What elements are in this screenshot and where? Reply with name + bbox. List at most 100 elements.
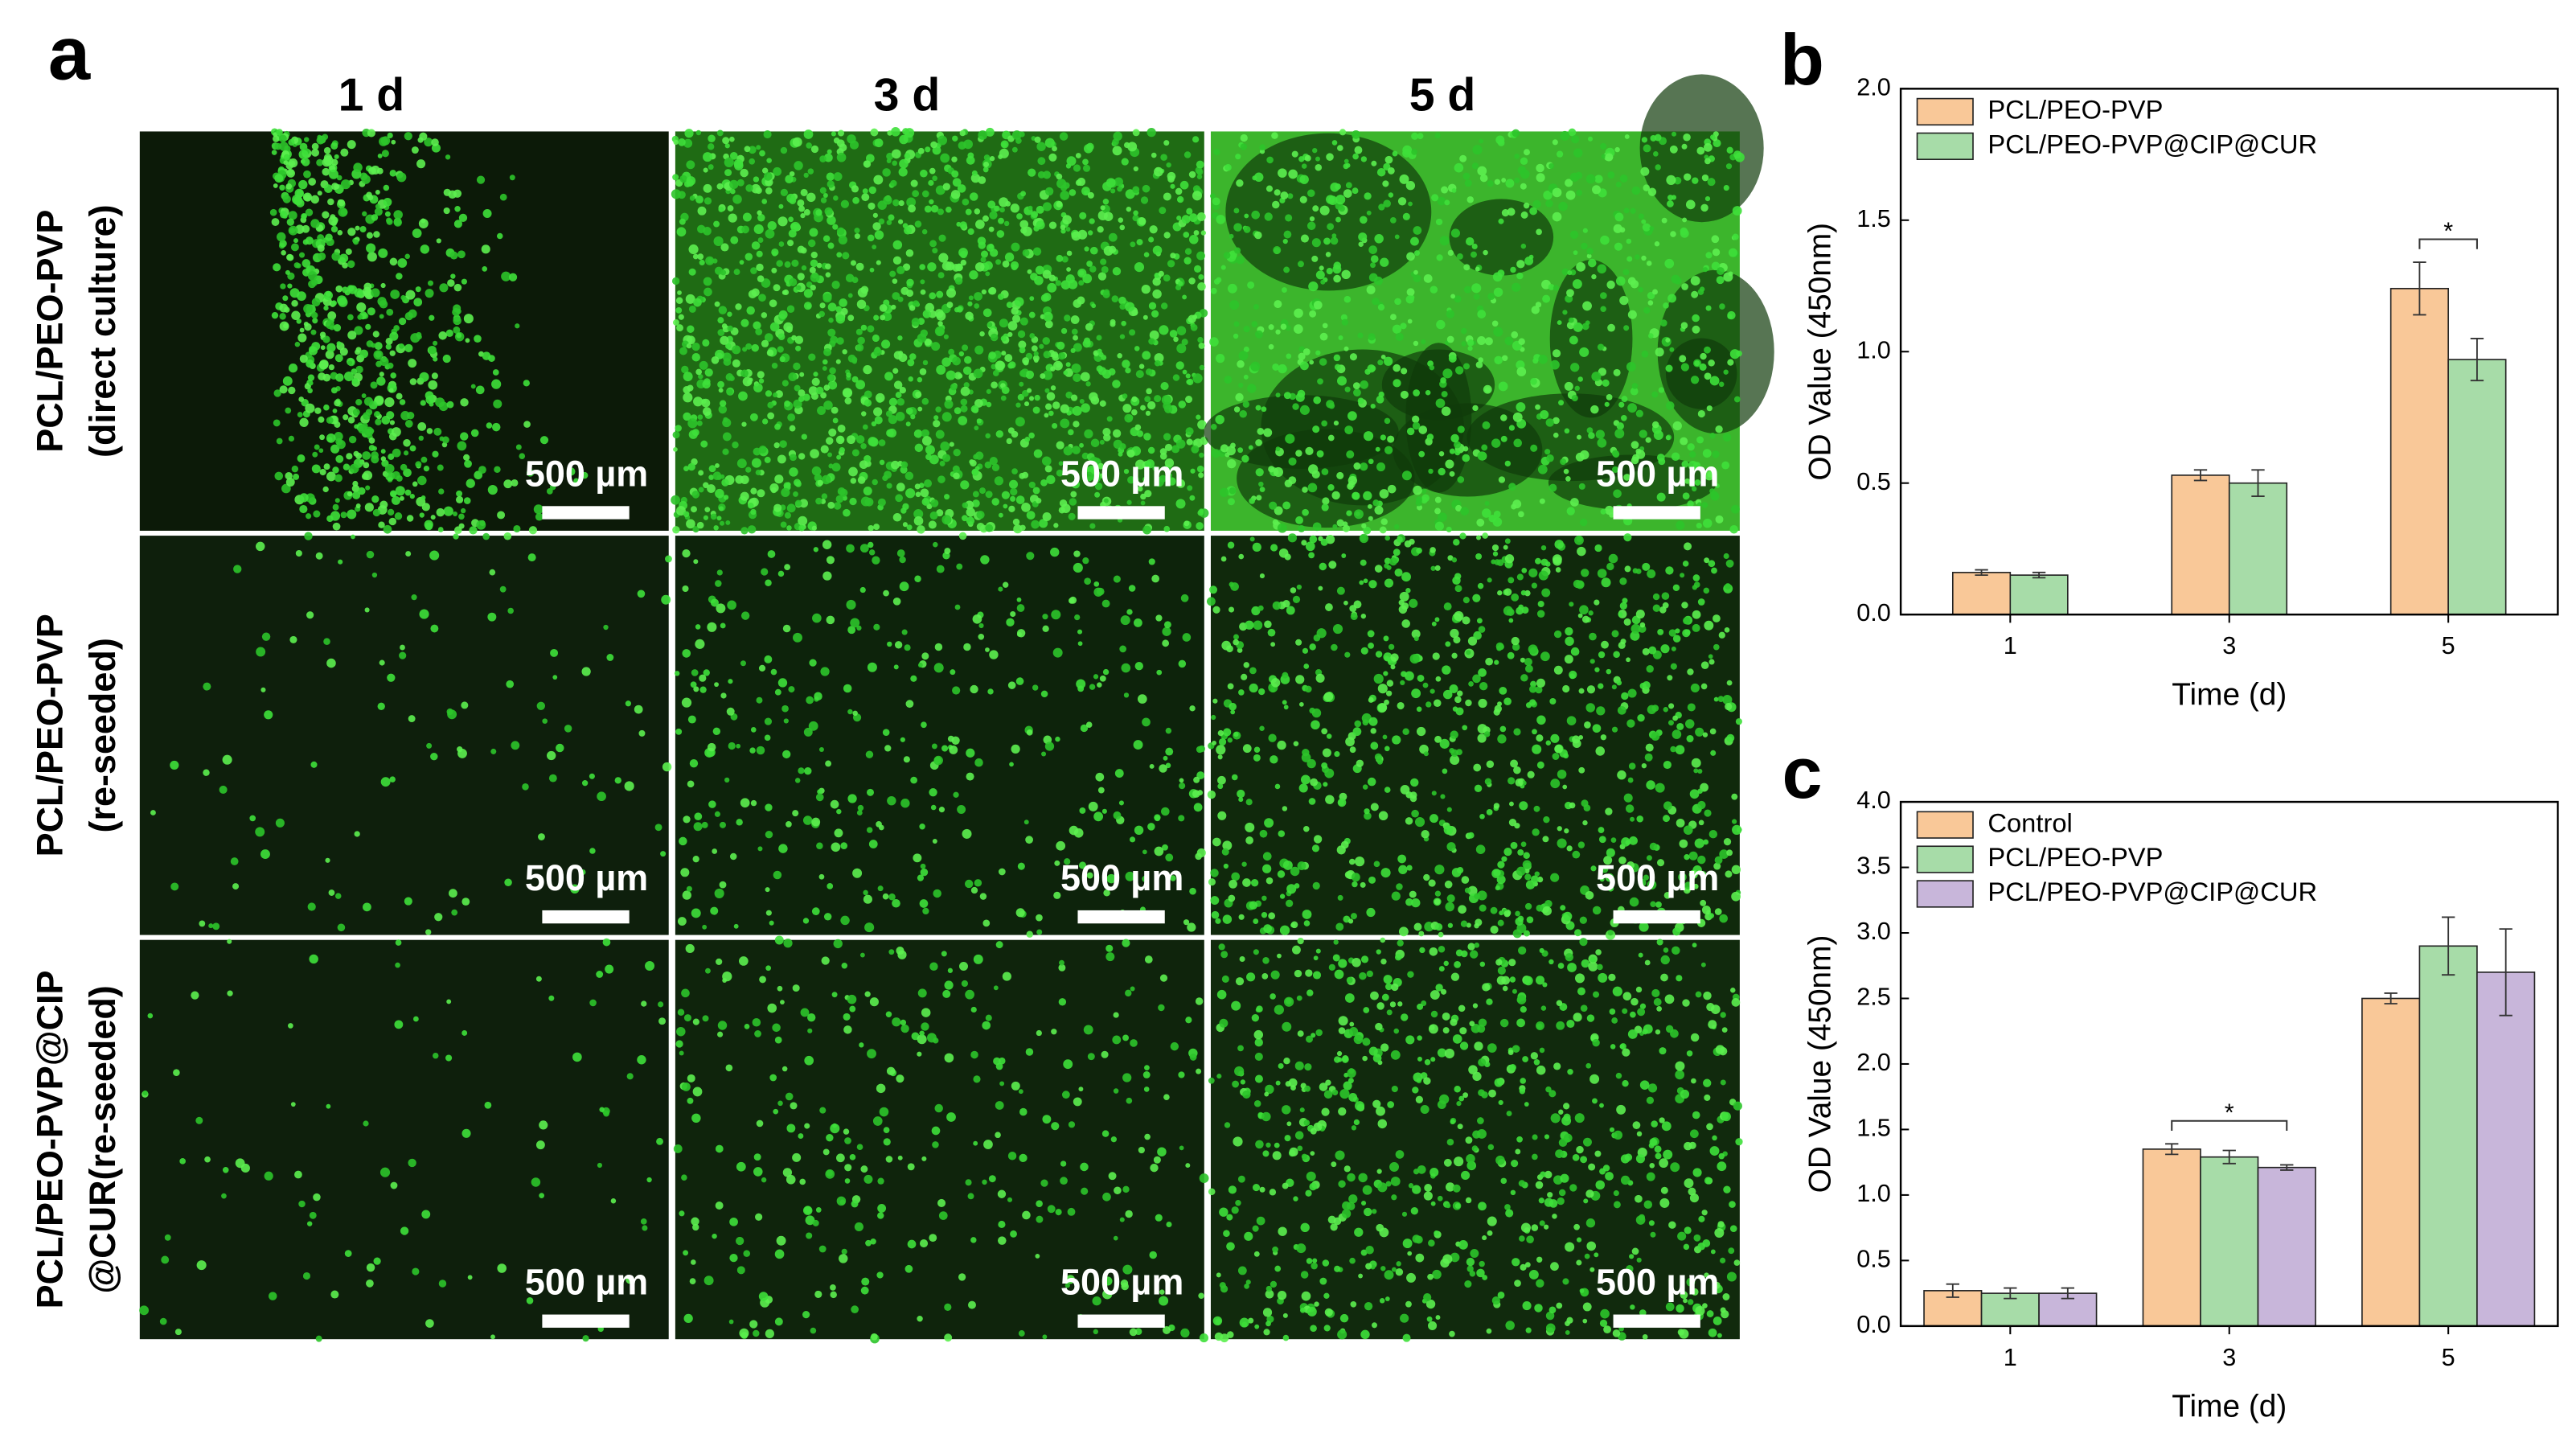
cell	[310, 219, 320, 228]
cell	[1319, 332, 1328, 341]
cell	[860, 496, 871, 507]
cell	[1197, 336, 1204, 343]
cell	[343, 414, 349, 421]
cell	[1554, 540, 1564, 549]
cell	[1683, 825, 1693, 835]
cell	[425, 1319, 434, 1328]
cell	[1026, 552, 1035, 561]
cell	[941, 515, 952, 525]
cell	[973, 1140, 978, 1146]
cell	[431, 372, 438, 380]
cell	[1493, 511, 1501, 518]
cell	[973, 368, 983, 379]
cell	[1499, 686, 1507, 695]
cell	[1499, 725, 1507, 733]
cell	[1017, 862, 1025, 870]
cell	[1340, 840, 1349, 849]
cell	[1466, 339, 1475, 347]
cell	[679, 347, 687, 355]
cell	[1032, 247, 1042, 256]
cell	[807, 1013, 816, 1022]
cell	[888, 949, 895, 955]
cell	[1701, 174, 1709, 182]
cell	[1562, 684, 1570, 693]
cell	[1413, 389, 1421, 396]
cell	[906, 524, 913, 531]
cell	[1435, 676, 1442, 682]
cell	[983, 1140, 993, 1149]
cell	[863, 894, 872, 904]
cell	[1126, 1097, 1133, 1104]
cell	[288, 211, 297, 220]
cell	[548, 995, 555, 1001]
cell	[1149, 225, 1158, 234]
cell	[646, 1177, 652, 1183]
cell	[1531, 582, 1538, 589]
cell	[1188, 234, 1199, 244]
cell	[672, 174, 679, 181]
cell	[772, 1023, 781, 1033]
cell	[1676, 722, 1684, 731]
cell	[1258, 481, 1264, 487]
cell	[1354, 856, 1365, 867]
cell	[1185, 427, 1194, 436]
cell	[1003, 503, 1008, 509]
cell	[1237, 359, 1245, 368]
cell	[1180, 1328, 1190, 1338]
cell	[1474, 784, 1483, 793]
cell	[710, 598, 719, 607]
cell	[815, 209, 822, 216]
cell	[714, 682, 719, 688]
cell	[1354, 720, 1362, 728]
cell	[1303, 825, 1310, 832]
cell	[1312, 881, 1320, 890]
cell	[1255, 405, 1261, 411]
cell	[1579, 518, 1588, 527]
cell	[1683, 133, 1691, 142]
cell	[831, 406, 839, 414]
cell	[1179, 778, 1184, 783]
cell	[944, 548, 951, 555]
cell	[1133, 740, 1143, 750]
cell	[1462, 725, 1468, 731]
cell	[470, 429, 479, 437]
cell	[331, 252, 341, 261]
cell	[387, 362, 394, 369]
cell	[902, 522, 908, 528]
cell	[1475, 535, 1482, 540]
cell	[687, 462, 695, 471]
cell	[1676, 818, 1685, 828]
cell	[425, 522, 433, 531]
cell	[1650, 901, 1656, 907]
cell	[1238, 351, 1249, 361]
cell	[404, 132, 412, 141]
cell	[938, 253, 949, 263]
cell	[722, 418, 732, 428]
cell	[1055, 736, 1060, 742]
cell	[691, 353, 700, 362]
cell	[1346, 510, 1352, 516]
cell	[769, 920, 774, 926]
cell	[1442, 768, 1448, 774]
cell	[863, 454, 872, 463]
cell	[864, 922, 875, 933]
cell	[974, 303, 980, 309]
cell	[1326, 267, 1333, 275]
cell	[756, 746, 765, 755]
cell	[781, 380, 789, 387]
cell	[1710, 134, 1716, 140]
cell	[1375, 446, 1380, 452]
cell	[273, 135, 280, 142]
cell	[1462, 454, 1471, 462]
cell	[1413, 636, 1419, 642]
cell	[988, 351, 996, 359]
cell	[363, 902, 371, 912]
cell	[1481, 444, 1488, 451]
cell	[1144, 1065, 1150, 1071]
cell	[991, 364, 997, 370]
cell	[1726, 680, 1733, 686]
cell	[786, 305, 795, 313]
cell	[1192, 790, 1200, 798]
cell	[1430, 286, 1438, 294]
cell	[1272, 364, 1280, 371]
